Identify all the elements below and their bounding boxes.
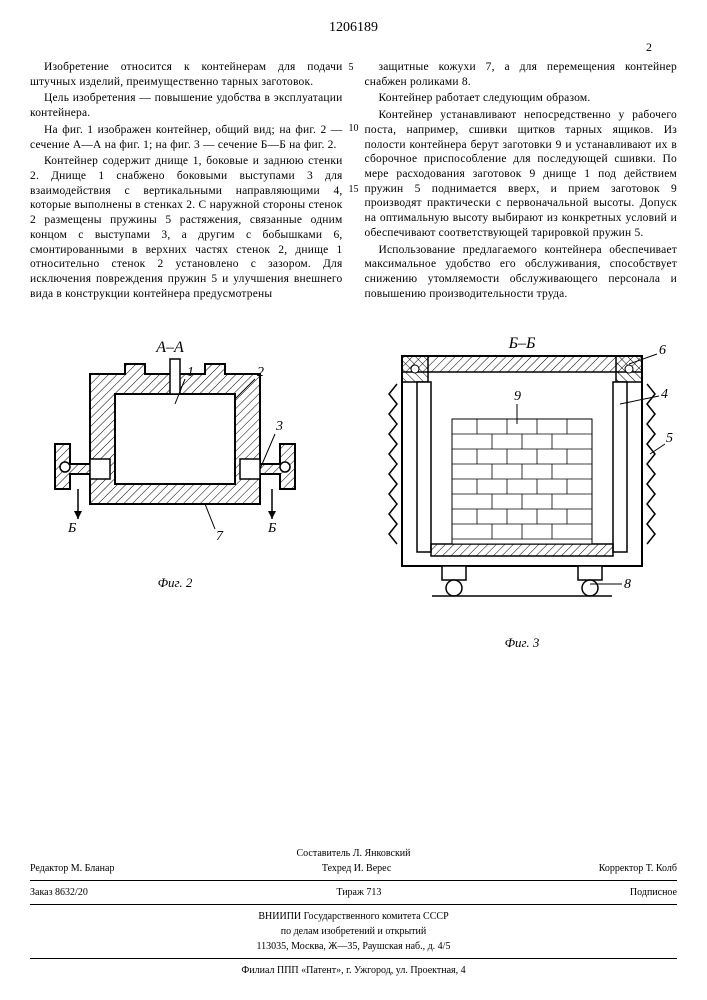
footer-org1: ВНИИПИ Государственного комитета СССР [30,911,677,922]
footer-org2: по делам изобретений и открытий [30,926,677,937]
callout-8: 8 [624,577,631,592]
callout-7: 7 [216,529,224,544]
paragraph: Контейнер устанавливают непосредственно … [365,108,678,240]
paragraph: Контейнер работает следующим образом. [365,91,678,106]
footer-techred: Техред И. Верес [322,863,391,874]
section-label: А–А [155,339,184,356]
section-b-left: Б [67,521,76,536]
right-column: защитные кожухи 7, а для перемещения кон… [365,60,678,304]
figure-3-caption: Фиг. 3 [367,635,677,651]
footer-editor: Редактор М. Бланар [30,863,114,874]
footer-sub: Подписное [630,887,677,898]
patent-page: 1206189 2 5 10 15 Изобретение относится … [0,0,707,1000]
footer-order-row: Заказ 8632/20 Тираж 713 Подписное [30,887,677,898]
section-label-bb: Б–Б [508,335,536,352]
footer-addr1: 113035, Москва, Ж—35, Раушская наб., д. … [30,941,677,952]
paragraph: Изобретение относится к контейнерам для … [30,60,343,89]
line-markers: 5 10 15 [349,62,359,195]
line-mark: 15 [349,184,359,195]
footer-addr2: Филиал ППП «Патент», г. Ужгород, ул. Про… [30,965,677,976]
line-mark: 10 [349,123,359,134]
figure-2-caption: Фиг. 2 [30,575,320,591]
footer-compiler: Составитель Л. Янковский [30,848,677,859]
callout-6: 6 [659,343,666,358]
callout-2: 2 [257,365,264,380]
figure-3: Б–Б [367,334,677,651]
section-b-right: Б [267,521,276,536]
patent-number: 1206189 [30,20,677,36]
callout-1: 1 [187,365,194,380]
line-mark: 5 [349,62,359,73]
figure-2: А–А 1 2 3 7 [30,334,320,591]
paragraph: На фиг. 1 изображен контейнер, общий вид… [30,123,343,152]
footer-tirage: Тираж 713 [336,887,381,898]
footer: Составитель Л. Янковский Редактор М. Бла… [30,844,677,980]
paragraph: защитные кожухи 7, а для перемещения кон… [365,60,678,89]
figure-2-svg: А–А 1 2 3 7 [30,334,320,564]
paragraph: Контейнер содержит днище 1, боковые и за… [30,154,343,301]
left-column: Изобретение относится к контейнерам для … [30,60,343,304]
figures-row: А–А 1 2 3 7 [30,334,677,651]
callout-3: 3 [275,419,283,434]
figure-3-svg: Б–Б [367,334,677,624]
footer-proof: Корректор Т. Колб [599,863,677,874]
paragraph: Использование предлагаемого контейнера о… [365,243,678,302]
footer-credits: Редактор М. Бланар Техред И. Верес Корре… [30,863,677,874]
callout-9: 9 [514,389,521,404]
callout-4: 4 [661,387,668,402]
callout-5: 5 [666,431,673,446]
paragraph: Цель изобретения — повышение удобства в … [30,91,343,120]
page-number: 2 [646,40,652,55]
footer-order: Заказ 8632/20 [30,887,88,898]
